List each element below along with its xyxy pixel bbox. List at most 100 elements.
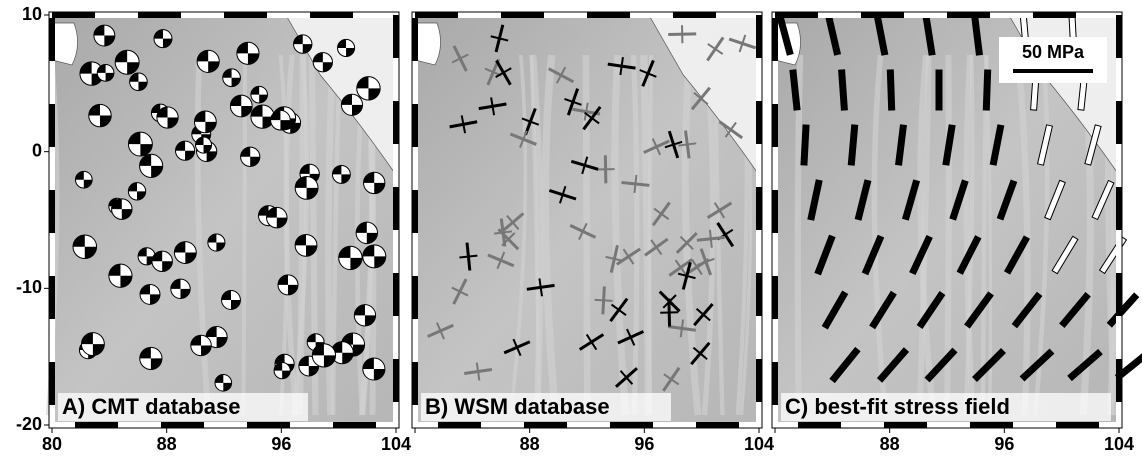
seafloor-texture [647, 54, 654, 416]
focal-mechanism-quadrant [341, 333, 365, 357]
stress-cross [582, 105, 602, 131]
focal-mechanism-quadrant [197, 50, 220, 73]
focal-mechanism-quadrant [156, 106, 179, 129]
stress-bar [789, 69, 801, 111]
x-tick-label: 80 [42, 434, 62, 454]
stress-cross [526, 278, 555, 297]
scale-label: 50 MPa [1022, 42, 1085, 62]
stress-cross [609, 297, 629, 323]
stress-cross [660, 298, 679, 327]
stress-bar [1067, 348, 1103, 382]
seafloor-texture [1014, 54, 1031, 416]
stress-bar [901, 179, 921, 221]
stress-bar [861, 234, 885, 276]
focal-mechanism-quadrant [93, 25, 115, 47]
stress-cross [605, 244, 624, 273]
panel-label: C) best-fit stress field [785, 394, 1010, 419]
x-tick-label: 88 [157, 434, 177, 454]
frame-outline [771, 11, 1123, 429]
stress-cross [501, 212, 525, 233]
focal-mechanism-quadrant [337, 39, 355, 57]
focal-mechanism-quadrant [332, 165, 351, 184]
stress-cross [621, 174, 650, 193]
focal-mechanism-quadrant [139, 347, 162, 370]
seafloor-texture [916, 54, 932, 416]
stress-cross [564, 88, 582, 116]
stress-cross [578, 333, 605, 351]
focal-mechanism-quadrant [75, 171, 93, 189]
label-backdrop [781, 393, 1111, 421]
focal-mechanism-quadrant [298, 356, 319, 376]
stress-cross [617, 328, 645, 346]
stress-bar [1059, 292, 1091, 328]
focal-mechanism-quadrant [221, 290, 241, 310]
stress-bar [829, 346, 861, 384]
focal-mechanism-quadrant [266, 207, 288, 228]
stress-bar [1019, 348, 1055, 382]
stress-cross [509, 130, 537, 148]
focal-mechanism-quadrant [313, 52, 333, 72]
stress-bar [869, 290, 897, 330]
focal-mechanism-quadrant [81, 332, 105, 356]
stress-cross [690, 341, 711, 366]
seafloor-texture [529, 54, 541, 416]
stress-cross [607, 57, 636, 76]
stress-cross [690, 86, 711, 111]
seafloor-texture [291, 54, 310, 416]
focal-mechanism-quadrant [138, 247, 156, 265]
focal-mechanism-quadrant [299, 164, 320, 184]
stress-cross [677, 261, 696, 290]
stress-bar [895, 124, 907, 166]
x-tick-label: 96 [634, 434, 654, 454]
focal-mechanism-quadrant [139, 154, 163, 178]
x-tick-label: 104 [1104, 434, 1134, 454]
focal-mechanism-quadrant [295, 176, 319, 200]
focal-mechanism-quadrant [278, 274, 298, 295]
stress-cross [596, 155, 615, 184]
stress-bar [1036, 124, 1054, 166]
y-tick-label: 0 [32, 140, 42, 160]
stress-cross [696, 229, 725, 248]
seafloor-texture [194, 54, 212, 416]
focal-mechanism-quadrant [356, 76, 381, 101]
stress-bar [814, 234, 836, 276]
stress-cross [643, 138, 670, 156]
x-tick-label: 88 [520, 434, 540, 454]
stress-cross [678, 130, 697, 159]
stress-cross [570, 156, 599, 175]
focal-mechanism-quadrant [363, 172, 385, 194]
focal-mechanism-quadrant [293, 34, 312, 54]
focal-mechanism-quadrant [128, 182, 146, 200]
stress-cross [644, 237, 669, 257]
stress-bar [989, 124, 1005, 166]
stress-bar [924, 347, 958, 383]
stress-cross [662, 366, 681, 392]
stress-bar [847, 124, 859, 166]
stress-bar [949, 179, 969, 221]
focal-mechanism-quadrant [230, 95, 253, 117]
stress-bar [942, 124, 956, 166]
panel-label: B) WSM database [425, 394, 610, 419]
seafloor-texture [541, 54, 560, 416]
focal-mechanism-quadrant [206, 326, 228, 348]
focal-mechanism-quadrant [240, 147, 260, 167]
x-tick-label: 104 [744, 434, 774, 454]
stress-bar [800, 124, 810, 166]
frame-black [412, 12, 762, 428]
y-tick-label: -10 [16, 277, 42, 297]
stress-bar [838, 69, 848, 111]
stress-cross [668, 258, 694, 277]
stress-bar [909, 234, 933, 276]
stress-cross [651, 201, 671, 227]
stress-cross [449, 115, 478, 134]
stress-bar [964, 291, 994, 329]
seafloor-texture [509, 54, 528, 416]
stress-bar [935, 69, 943, 111]
x-tick-label: 88 [880, 434, 900, 454]
focal-mechanism-quadrant [274, 362, 291, 379]
focal-mechanism-quadrant [194, 110, 217, 133]
stress-cross [503, 338, 531, 357]
frame-outline [48, 11, 400, 429]
focal-mechanism-quadrant [236, 42, 260, 65]
